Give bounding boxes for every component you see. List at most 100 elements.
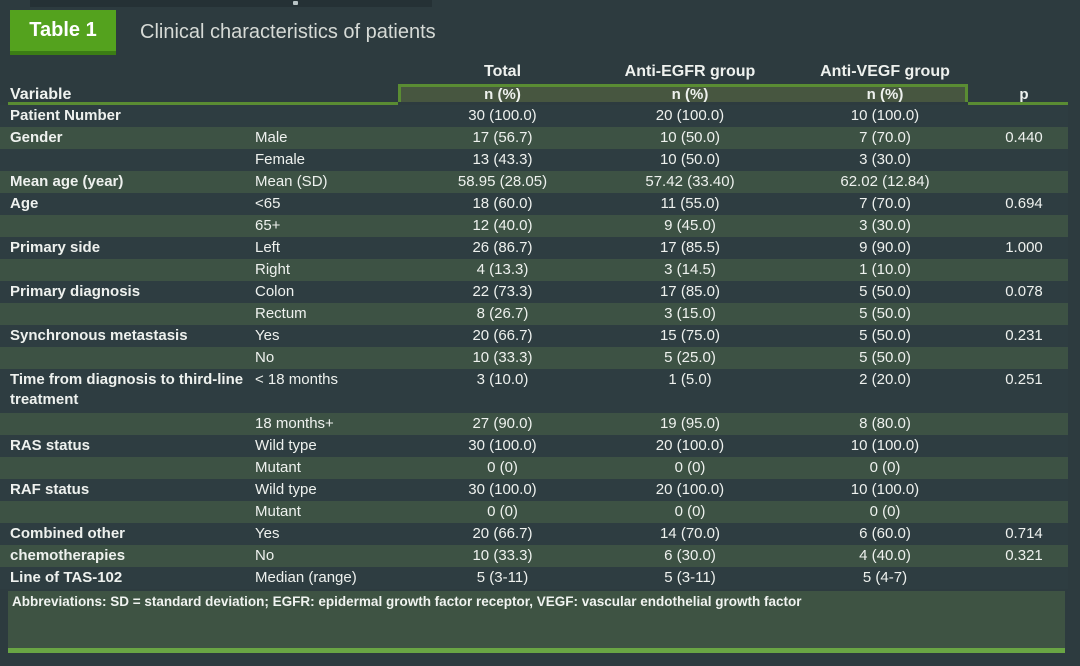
row-egfr-value: 11 (55.0) xyxy=(660,195,720,212)
row-sublabel: Yes xyxy=(255,525,280,542)
row-sublabel: Mean (SD) xyxy=(255,173,328,190)
row-egfr-value: 0 (0) xyxy=(674,503,706,520)
row-variable-label: Time from diagnosis to third-line treatm… xyxy=(10,371,244,408)
row-total-value: 10 (33.3) xyxy=(472,547,533,564)
row-vegf-value: 1 (10.0) xyxy=(859,261,911,278)
row-egfr-value: 10 (50.0) xyxy=(659,129,721,146)
row-p-value: 0.251 xyxy=(1005,371,1043,388)
row-p-value xyxy=(980,413,1068,435)
cropped-top-strip xyxy=(30,0,432,7)
subheader-n-egfr: n (%) xyxy=(671,85,709,103)
abbreviations-text: Abbreviations: SD = standard deviation; … xyxy=(12,594,802,609)
row-sublabel: Wild type xyxy=(255,437,317,454)
row-variable-label xyxy=(0,501,245,523)
row-vegf-value: 5 (50.0) xyxy=(859,327,911,344)
row-variable-label: Patient Number xyxy=(10,107,121,124)
row-variable-label: Mean age (year) xyxy=(10,173,124,190)
row-total-value: 8 (26.7) xyxy=(476,305,529,322)
row-sublabel xyxy=(245,105,415,127)
row-egfr-value: 17 (85.0) xyxy=(659,283,721,300)
table-row: Combined other Yes 20 (66.7) 14 (70.0) 6… xyxy=(0,523,1068,545)
row-variable-label: Line of TAS-102 xyxy=(10,569,123,586)
row-sublabel: Male xyxy=(255,129,288,146)
row-egfr-value: 57.42 (33.40) xyxy=(645,173,735,190)
table-row: 18 months+ 27 (90.0) 19 (95.0) 8 (80.0) xyxy=(0,413,1068,435)
row-variable-label: RAS status xyxy=(10,437,91,454)
row-p-value xyxy=(980,479,1068,501)
table-row: Mean age (year) Mean (SD) 58.95 (28.05) … xyxy=(0,171,1068,193)
row-sublabel: Yes xyxy=(255,327,280,344)
table-row: Patient Number 30 (100.0) 20 (100.0) 10 … xyxy=(0,105,1068,127)
row-vegf-value: 3 (30.0) xyxy=(859,151,911,168)
row-variable-label: Primary side xyxy=(10,239,101,256)
row-egfr-value: 6 (30.0) xyxy=(664,547,716,564)
row-p-value xyxy=(980,347,1068,369)
row-p-value xyxy=(980,171,1068,193)
row-p-value xyxy=(980,567,1068,589)
row-total-value: 22 (73.3) xyxy=(472,283,533,300)
row-sublabel: Colon xyxy=(255,283,295,300)
row-vegf-value: 0 (0) xyxy=(869,503,901,520)
table-row: Female 13 (43.3) 10 (50.0) 3 (30.0) xyxy=(0,149,1068,171)
row-sublabel: Female xyxy=(255,151,306,168)
column-header-total: Total xyxy=(483,63,522,80)
p-underline xyxy=(968,102,1068,105)
row-variable-label: Combined other xyxy=(10,525,125,542)
table-row: Time from diagnosis to third-line treatm… xyxy=(0,369,1068,413)
table-row: Line of TAS-102 Median (range) 5 (3-11) … xyxy=(0,567,1068,589)
row-sublabel: No xyxy=(255,349,275,366)
row-variable-label xyxy=(0,303,245,325)
table-row: Rectum 8 (26.7) 3 (15.0) 5 (50.0) xyxy=(0,303,1068,325)
table-row: Gender Male 17 (56.7) 10 (50.0) 7 (70.0)… xyxy=(0,127,1068,149)
row-p-value: 0.714 xyxy=(1005,525,1043,542)
group-header-row: Total Anti-EGFR group Anti-VEGF group xyxy=(0,58,1068,84)
row-sublabel: < 18 months xyxy=(255,371,338,388)
row-vegf-value: 9 (90.0) xyxy=(859,239,911,256)
row-p-value xyxy=(980,149,1068,171)
row-vegf-value: 5 (4-7) xyxy=(862,569,908,586)
row-p-value xyxy=(980,435,1068,457)
table-row: Age <65 18 (60.0) 11 (55.0) 7 (70.0) 0.6… xyxy=(0,193,1068,215)
row-vegf-value: 5 (50.0) xyxy=(859,283,911,300)
row-vegf-value: 7 (70.0) xyxy=(859,195,911,212)
subheader-n-total: n (%) xyxy=(484,85,521,103)
sub-header-row: Variable n (%) n (%) n (%) p xyxy=(0,84,1080,105)
row-egfr-value: 3 (15.0) xyxy=(664,305,716,322)
row-variable-label: chemotherapies xyxy=(10,547,126,564)
page-title: Clinical characteristics of patients xyxy=(140,21,436,43)
column-header-anti-egfr: Anti-EGFR group xyxy=(624,63,756,80)
row-sublabel: Wild type xyxy=(255,481,317,498)
table-number-badge: Table 1 xyxy=(10,10,116,55)
table-row: Primary diagnosis Colon 22 (73.3) 17 (85… xyxy=(0,281,1068,303)
row-total-value: 26 (86.7) xyxy=(472,239,533,256)
row-vegf-value: 0 (0) xyxy=(869,459,901,476)
row-variable-label xyxy=(0,413,245,435)
row-sublabel: No xyxy=(255,547,275,564)
row-variable-label xyxy=(0,347,245,369)
table-row: Mutant 0 (0) 0 (0) 0 (0) xyxy=(0,501,1068,523)
row-vegf-value: 5 (50.0) xyxy=(859,305,911,322)
row-egfr-value: 20 (100.0) xyxy=(655,437,725,454)
row-vegf-value: 4 (40.0) xyxy=(859,547,911,564)
row-sublabel: Mutant xyxy=(255,503,301,520)
row-total-value: 18 (60.0) xyxy=(472,195,533,212)
row-variable-label xyxy=(0,215,245,237)
row-variable-label: Synchronous metastasis xyxy=(10,327,188,344)
row-egfr-value: 19 (95.0) xyxy=(659,415,721,432)
row-total-value: 4 (13.3) xyxy=(476,261,529,278)
row-total-value: 12 (40.0) xyxy=(472,217,533,234)
row-total-value: 17 (56.7) xyxy=(472,129,533,146)
row-p-value: 0.231 xyxy=(1005,327,1043,344)
row-vegf-value: 7 (70.0) xyxy=(859,129,911,146)
row-vegf-value: 10 (100.0) xyxy=(850,437,920,454)
row-p-value: 0.078 xyxy=(1005,283,1043,300)
subheader-n-vegf: n (%) xyxy=(866,85,904,103)
row-total-value: 0 (0) xyxy=(487,459,518,476)
row-total-value: 0 (0) xyxy=(487,503,518,520)
row-p-value xyxy=(980,457,1068,479)
table-number-label: Table 1 xyxy=(29,19,97,41)
row-egfr-value: 1 (5.0) xyxy=(668,371,712,388)
column-header-anti-vegf: Anti-VEGF group xyxy=(820,63,950,80)
column-header-p: p xyxy=(1019,85,1029,103)
row-p-value: 0.440 xyxy=(1005,129,1043,146)
